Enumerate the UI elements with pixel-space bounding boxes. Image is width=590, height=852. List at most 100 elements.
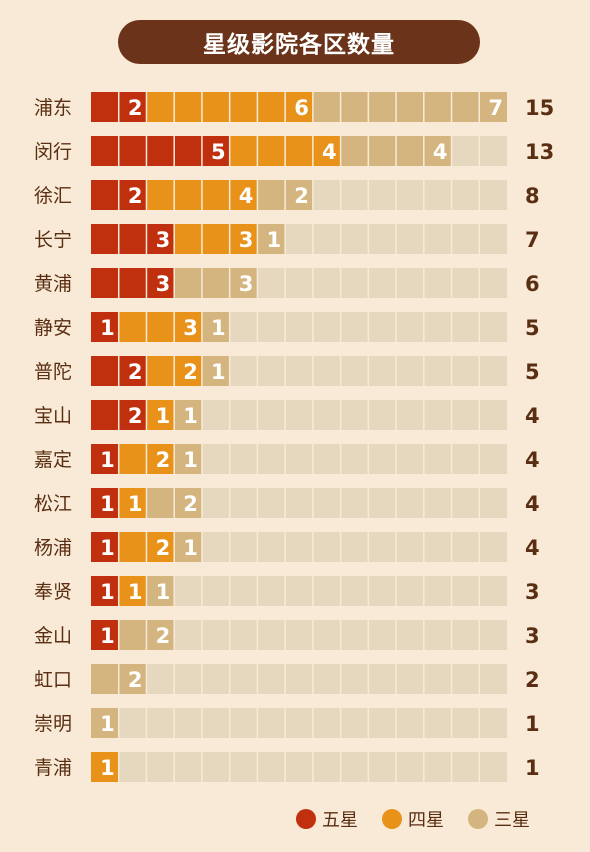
- category-label: 奉贤: [34, 581, 72, 603]
- segment-value-label: 1: [128, 580, 143, 604]
- category-label: 嘉定: [34, 449, 72, 471]
- bar-segment: [174, 224, 258, 254]
- category-label: 闵行: [34, 141, 72, 163]
- bar-segment: [174, 444, 202, 474]
- segment-value-label: 3: [239, 228, 254, 252]
- category-label: 静安: [34, 317, 72, 339]
- bar-segment: [91, 620, 119, 650]
- segment-value-label: 1: [211, 316, 226, 340]
- segment-value-label: 1: [183, 448, 198, 472]
- segment-value-label: 6: [294, 96, 309, 120]
- total-value-label: 1: [525, 756, 540, 780]
- total-value-label: 13: [525, 140, 554, 164]
- category-label: 杨浦: [34, 537, 72, 559]
- segment-value-label: 1: [128, 492, 143, 516]
- segment-value-label: 1: [100, 536, 115, 560]
- total-value-label: 4: [525, 448, 540, 472]
- segment-value-label: 1: [100, 712, 115, 736]
- total-value-label: 6: [525, 272, 540, 296]
- legend-label: 三星: [494, 810, 530, 831]
- segment-value-label: 4: [322, 140, 337, 164]
- segment-value-label: 2: [128, 668, 143, 692]
- bar-segment: [118, 488, 147, 518]
- segment-value-label: 3: [156, 272, 171, 296]
- segment-value-label: 4: [433, 140, 448, 164]
- segment-value-label: 1: [267, 228, 282, 252]
- segment-value-label: 2: [128, 96, 143, 120]
- bar-track: [91, 708, 507, 738]
- segment-value-label: 1: [100, 756, 115, 780]
- category-label: 虹口: [34, 669, 72, 691]
- segment-value-label: 1: [183, 536, 198, 560]
- segment-value-label: 1: [100, 316, 115, 340]
- segment-value-label: 2: [128, 184, 143, 208]
- total-value-label: 1: [525, 712, 540, 736]
- category-label: 宝山: [34, 405, 72, 427]
- segment-value-label: 2: [294, 184, 309, 208]
- legend-swatch: [296, 809, 316, 829]
- bar-segment: [312, 92, 507, 122]
- legend-label: 五星: [322, 810, 358, 831]
- legend: 五星 四星 三星: [296, 806, 554, 832]
- bar-segment: [91, 224, 175, 254]
- category-label: 青浦: [34, 757, 72, 779]
- category-label: 长宁: [34, 229, 72, 251]
- segment-value-label: 4: [239, 184, 254, 208]
- bar-segment: [91, 444, 119, 474]
- bar-segment: [174, 400, 202, 430]
- bar-segment: [91, 708, 119, 738]
- legend-label: 四星: [408, 810, 444, 831]
- bar-segment: [91, 752, 119, 782]
- total-value-label: 3: [525, 580, 540, 604]
- segment-value-label: 2: [128, 404, 143, 428]
- segment-value-label: 1: [100, 448, 115, 472]
- chart-title-banner: 星级影院各区数量: [118, 20, 480, 64]
- category-label: 黄浦: [34, 273, 72, 295]
- category-label: 普陀: [34, 361, 72, 383]
- total-value-label: 5: [525, 316, 540, 340]
- segment-value-label: 1: [100, 624, 115, 648]
- bar-segment: [91, 576, 119, 606]
- segment-value-label: 3: [183, 316, 198, 340]
- total-value-label: 4: [525, 404, 540, 428]
- total-value-label: 4: [525, 536, 540, 560]
- total-value-label: 7: [525, 228, 540, 252]
- segment-value-label: 3: [156, 228, 171, 252]
- segment-value-label: 1: [100, 492, 115, 516]
- segment-value-label: 1: [100, 580, 115, 604]
- category-label: 金山: [34, 625, 72, 647]
- bar-segment: [91, 268, 175, 298]
- bar-segment: [174, 268, 258, 298]
- segment-value-label: 2: [156, 448, 171, 472]
- bar-segment: [146, 400, 175, 430]
- segment-value-label: 1: [183, 404, 198, 428]
- category-label: 浦东: [34, 97, 72, 119]
- bar-segment: [201, 356, 230, 386]
- bar-track: [91, 664, 507, 694]
- bar-segment: [257, 224, 286, 254]
- total-value-label: 15: [525, 96, 554, 120]
- total-value-label: 4: [525, 492, 540, 516]
- segment-value-label: 2: [156, 536, 171, 560]
- legend-item: 五星: [296, 806, 358, 832]
- bar-track: [91, 752, 507, 782]
- total-value-label: 8: [525, 184, 540, 208]
- bar-segment: [146, 576, 175, 606]
- category-label: 松江: [34, 493, 72, 515]
- total-value-label: 5: [525, 360, 540, 384]
- bar-segment: [91, 532, 119, 562]
- legend-item: 四星: [382, 806, 444, 832]
- segment-value-label: 1: [211, 360, 226, 384]
- segment-value-label: 3: [239, 272, 254, 296]
- bar-segment: [118, 576, 147, 606]
- total-value-label: 3: [525, 624, 540, 648]
- bar-segment: [118, 312, 202, 342]
- segment-value-label: 2: [183, 360, 198, 384]
- segment-value-label: 7: [488, 96, 503, 120]
- category-label: 崇明: [34, 713, 72, 735]
- bar-segment: [91, 312, 119, 342]
- category-label: 徐汇: [34, 185, 72, 207]
- bar-segment: [91, 488, 119, 518]
- legend-swatch: [382, 809, 402, 829]
